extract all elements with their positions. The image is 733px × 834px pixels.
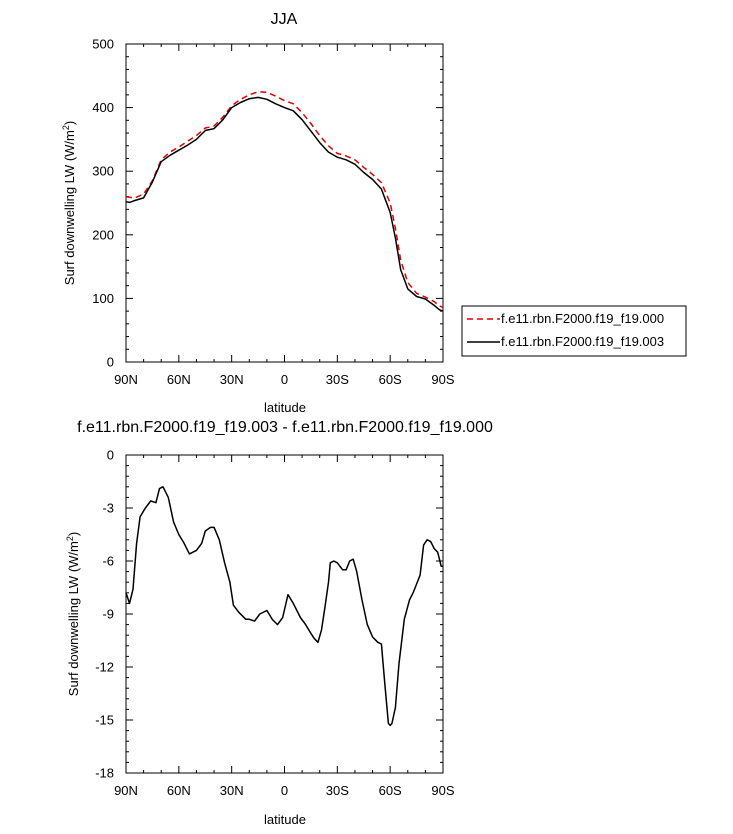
top-ytick-label: 400 xyxy=(92,100,114,115)
bottom-chart-ylabel: Surf downwelling LW (W/m2) xyxy=(65,532,81,696)
top-chart-xlabel: latitude xyxy=(264,400,306,415)
bottom-ytick-label: -9 xyxy=(102,607,114,622)
bottom-xtick-label: 0 xyxy=(281,783,288,798)
top-chart-legend: f.e11.rbn.F2000.f19_f19.000 f.e11.rbn.F2… xyxy=(461,305,687,357)
top-chart-ylabel: Surf downwelling LW (W/m2) xyxy=(61,121,77,285)
top-series-line-2 xyxy=(125,96,444,312)
top-xtick-label: 30S xyxy=(326,372,349,387)
top-xtick-label: 0 xyxy=(281,372,288,387)
top-chart-series xyxy=(125,90,444,312)
top-xtick-label: 30N xyxy=(220,372,244,387)
top-chart: JJA 90N 60N 30N 0 30S 60S 90S0100200300400500 … xyxy=(61,11,687,415)
bottom-xtick-label: 90N xyxy=(114,783,138,798)
bottom-ytick-label: -15 xyxy=(95,713,114,728)
bottom-ytick-label: -3 xyxy=(102,501,114,516)
bottom-ytick-label: -12 xyxy=(95,660,114,675)
top-ytick-label: 100 xyxy=(92,291,114,306)
bottom-xtick-label: 90S xyxy=(431,783,454,798)
top-xtick-label: 90N xyxy=(114,372,138,387)
bottom-chart-series xyxy=(125,486,443,727)
bottom-series-line-1 xyxy=(125,486,443,727)
top-ytick-label: 0 xyxy=(107,355,114,370)
legend-label-series-2: f.e11.rbn.F2000.f19_f19.003 xyxy=(501,334,664,349)
top-ytick-label: 200 xyxy=(92,227,114,242)
bottom-xtick-label: 30N xyxy=(220,783,244,798)
bottom-chart: f.e11.rbn.F2000.f19_f19.003 - f.e11.rbn.… xyxy=(65,419,493,827)
bottom-xtick-label: 60N xyxy=(167,783,191,798)
bottom-plot-frame xyxy=(125,454,444,774)
bottom-ytick-label: 0 xyxy=(107,448,114,463)
bottom-chart-ticks: 90N 60N 30N 0 30S 60S 90S 0 -3 -6 -9 -12 -15 -18 xyxy=(95,448,455,799)
bottom-chart-title: f.e11.rbn.F2000.f19_f19.003 - f.e11.rbn.… xyxy=(77,419,493,436)
top-xtick-label: 90S xyxy=(431,372,454,387)
top-chart-title: JJA xyxy=(271,11,298,28)
legend-box xyxy=(461,305,687,357)
top-xtick-label: 60N xyxy=(167,372,191,387)
top-chart-ticks: 90N 60N 30N 0 30S 60S 90S 0 100 200 300 400 500 xyxy=(92,37,455,388)
top-ytick-label: 300 xyxy=(92,164,114,179)
bottom-xtick-label: 60S xyxy=(379,783,402,798)
top-series-line-1 xyxy=(125,90,444,309)
bottom-chart-xlabel: latitude xyxy=(264,812,306,827)
bottom-ytick-label: -18 xyxy=(95,766,114,781)
bottom-ytick-label: -6 xyxy=(102,554,114,569)
bottom-xtick-label: 30S xyxy=(326,783,349,798)
top-xtick-label: 60S xyxy=(379,372,402,387)
top-plot-frame xyxy=(125,43,444,363)
top-ytick-label: 500 xyxy=(92,37,114,52)
legend-label-series-1: f.e11.rbn.F2000.f19_f19.000 xyxy=(501,311,664,326)
